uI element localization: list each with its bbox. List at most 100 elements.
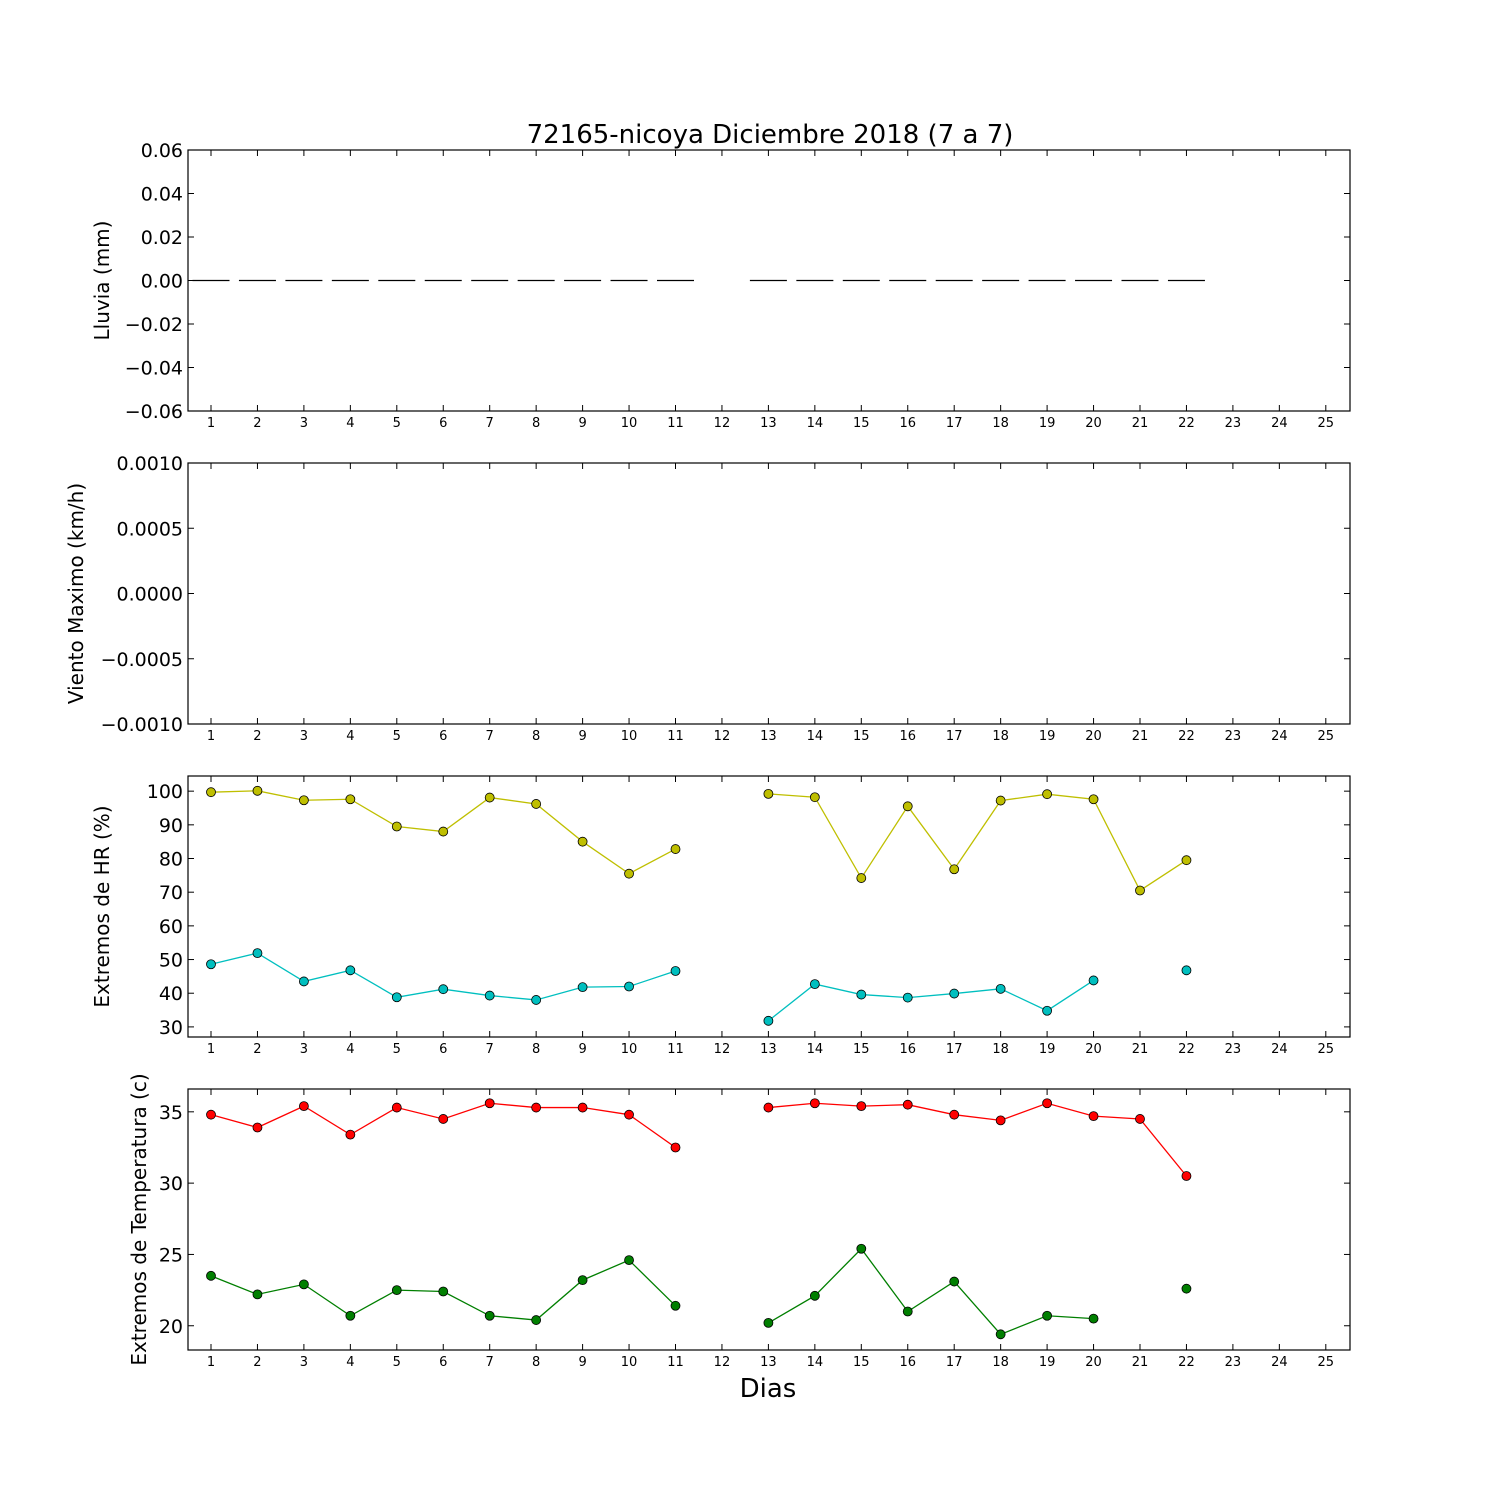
data-point (252, 1289, 263, 1300)
data-point (206, 787, 216, 798)
data-point (577, 1275, 588, 1286)
x-tick-label: 19 (1039, 1042, 1056, 1057)
data-point (438, 984, 449, 995)
x-tick-label: 22 (1178, 416, 1195, 431)
x-tick-label: 4 (346, 1042, 354, 1057)
x-tick-label: 9 (578, 729, 586, 744)
x-tick-label: 6 (439, 729, 447, 744)
x-tick-label: 25 (1318, 416, 1335, 431)
x-tick-label: 12 (714, 1355, 731, 1370)
x-tick-label: 4 (346, 416, 354, 431)
x-tick-label: 18 (992, 729, 1009, 744)
data-point (1042, 1005, 1052, 1016)
data-point (391, 821, 402, 832)
x-tick-label: 15 (853, 416, 870, 431)
data-point (902, 992, 913, 1003)
x-tick-label: 16 (899, 1355, 916, 1370)
y-tick-label: −0.02 (125, 314, 183, 336)
x-tick-label: 19 (1039, 1355, 1056, 1370)
y-tick-label: 20 (159, 1316, 183, 1338)
data-point (1181, 1283, 1192, 1294)
data-point (345, 1129, 356, 1140)
data-point (949, 864, 960, 875)
x-tick-label: 18 (992, 416, 1009, 431)
x-tick-label: 3 (300, 1355, 308, 1370)
x-tick-label: 8 (532, 1355, 540, 1370)
data-point (1042, 1098, 1052, 1109)
data-point (624, 981, 634, 992)
y-tick-label: 50 (159, 950, 183, 972)
plot-frame (187, 775, 1351, 1038)
x-tick-label: 3 (300, 1042, 308, 1057)
x-tick-label: 10 (621, 1355, 638, 1370)
x-tick-label: 5 (393, 1042, 401, 1057)
data-point (670, 966, 681, 976)
data-point (949, 988, 960, 999)
data-point (531, 995, 542, 1005)
data-point (298, 976, 309, 987)
y-tick-label: 30 (159, 1017, 183, 1039)
data-point (856, 1101, 867, 1112)
data-point (391, 992, 402, 1003)
data-point (1088, 794, 1099, 805)
x-tick-label: 15 (853, 1355, 870, 1370)
data-point (577, 1102, 588, 1113)
data-point (763, 1015, 774, 1026)
x-tick-label: 2 (253, 416, 261, 431)
x-tick-label: 22 (1178, 1042, 1195, 1057)
data-point (438, 826, 449, 837)
data-point (856, 873, 867, 883)
data-point (624, 1255, 634, 1266)
x-tick-label: 2 (253, 729, 261, 744)
data-point (206, 959, 216, 970)
series-line (768, 1102, 1187, 1177)
y-tick-label: 25 (159, 1244, 183, 1266)
data-point (252, 948, 263, 959)
x-tick-label: 23 (1225, 416, 1242, 431)
x-tick-label: 13 (760, 729, 777, 744)
data-point (949, 1276, 960, 1287)
y-tick-label: −0.0005 (101, 649, 183, 671)
x-tick-label: 4 (346, 1355, 354, 1370)
x-tick-label: 10 (621, 1042, 638, 1057)
x-tick-label: 5 (393, 1355, 401, 1370)
x-tick-label: 22 (1178, 729, 1195, 744)
data-point (995, 983, 1006, 994)
data-point (856, 1243, 867, 1254)
x-tick-label: 14 (807, 1355, 824, 1370)
plot-frame (187, 1088, 1351, 1351)
data-point (484, 1098, 495, 1109)
x-tick-label: 3 (300, 416, 308, 431)
series-line (768, 793, 1187, 892)
x-tick-label: 11 (667, 1042, 684, 1057)
data-point (252, 785, 263, 796)
x-tick-label: 24 (1271, 729, 1288, 744)
x-tick-label: 21 (1132, 416, 1149, 431)
y-tick-label: −0.04 (125, 358, 183, 380)
x-tick-label: 16 (899, 416, 916, 431)
y-tick-label: −0.06 (125, 401, 183, 423)
x-tick-label: 12 (714, 416, 731, 431)
data-point (1181, 1171, 1192, 1181)
x-tick-label: 6 (439, 1355, 447, 1370)
x-tick-label: 15 (853, 729, 870, 744)
data-point (1181, 965, 1192, 976)
x-tick-label: 17 (946, 416, 963, 431)
data-point (345, 794, 356, 805)
x-tick-label: 1 (207, 1042, 215, 1057)
y-tick-label: 0.0000 (117, 584, 183, 606)
x-tick-label: 20 (1085, 729, 1102, 744)
data-point (995, 795, 1006, 806)
data-point (1181, 855, 1192, 866)
data-point (298, 1101, 309, 1112)
data-point (206, 1270, 216, 1281)
x-tick-label: 9 (578, 1355, 586, 1370)
data-point (902, 1306, 913, 1317)
x-tick-label: 15 (853, 1042, 870, 1057)
data-point (902, 1099, 913, 1110)
x-tick-label: 6 (439, 416, 447, 431)
x-tick-label: 22 (1178, 1355, 1195, 1370)
data-point (624, 1109, 634, 1120)
y-tick-label: 0.00 (141, 271, 183, 293)
x-tick-label: 14 (807, 729, 824, 744)
